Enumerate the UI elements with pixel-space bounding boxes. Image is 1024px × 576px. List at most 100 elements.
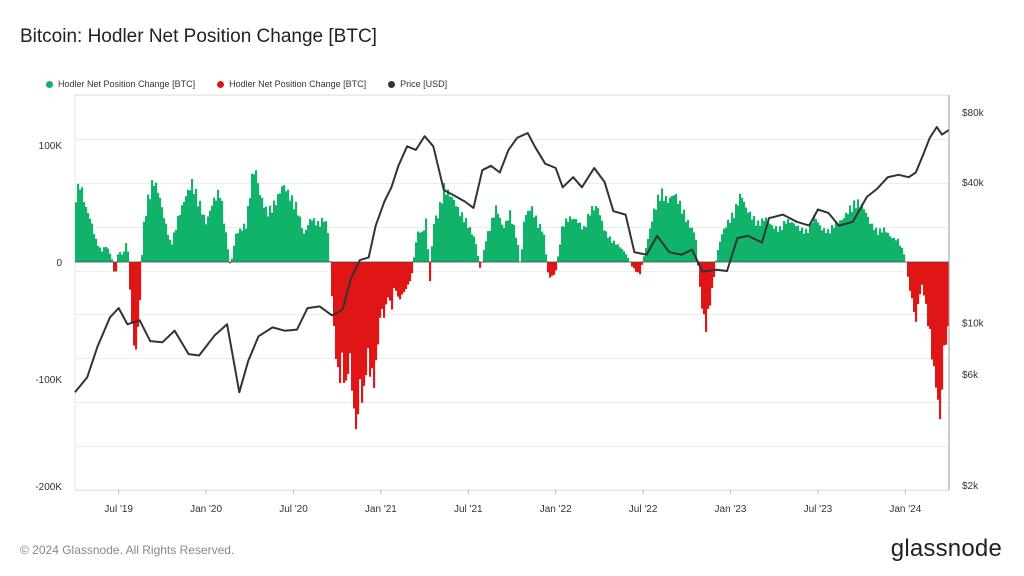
net-position-bar <box>799 230 802 262</box>
net-position-bar <box>451 197 454 262</box>
x-axis-tick-label: Jul '23 <box>804 504 833 515</box>
net-position-bar <box>163 218 166 262</box>
net-position-bar <box>711 262 714 289</box>
net-position-bar <box>707 262 710 309</box>
net-position-bar <box>825 233 828 262</box>
net-position-bar <box>593 210 596 262</box>
net-position-bar <box>657 194 660 262</box>
net-position-bar <box>311 220 314 262</box>
net-position-bar <box>125 243 128 262</box>
net-position-bar <box>209 210 212 262</box>
net-position-bar <box>539 223 542 262</box>
net-position-bar <box>617 244 620 262</box>
net-position-bar <box>939 262 942 420</box>
net-position-bar <box>839 220 842 262</box>
net-position-bar <box>857 199 860 262</box>
net-position-bar <box>101 251 104 262</box>
net-position-bar <box>263 207 266 262</box>
legend-item-negative[interactable]: Hodler Net Position Change [BTC] <box>217 79 366 89</box>
net-position-bar <box>175 229 178 262</box>
legend-item-positive[interactable]: Hodler Net Position Change [BTC] <box>46 79 195 89</box>
net-position-bar <box>823 228 826 262</box>
net-position-bar <box>385 262 388 305</box>
net-position-bar <box>325 221 328 262</box>
net-position-bar <box>625 254 628 262</box>
net-position-bar <box>687 219 690 262</box>
net-position-bar <box>355 262 358 430</box>
net-position-bar <box>283 185 286 262</box>
net-position-bar <box>267 216 270 262</box>
net-position-bar <box>337 262 340 368</box>
net-position-bar <box>731 212 734 262</box>
net-position-bar <box>569 216 572 262</box>
net-position-bar <box>573 218 576 262</box>
net-position-bar <box>865 212 868 262</box>
net-position-bar <box>925 262 928 304</box>
net-position-bar <box>911 262 914 299</box>
net-position-bar <box>615 244 618 262</box>
right-axis-tick-label: $2k <box>962 481 979 492</box>
net-position-bar <box>281 186 284 262</box>
plot-frame <box>74 94 950 491</box>
net-position-bar <box>641 262 644 265</box>
net-position-bar <box>867 217 870 262</box>
net-position-bar <box>661 188 664 262</box>
left-axis-tick-label: -200K <box>35 482 62 493</box>
net-position-bar <box>111 259 114 262</box>
net-position-bar <box>903 254 906 262</box>
net-position-bar <box>433 224 436 262</box>
net-position-bar <box>233 245 236 262</box>
net-position-bar <box>523 221 526 262</box>
net-position-bar <box>899 245 902 262</box>
net-position-bar <box>943 262 946 346</box>
net-position-bar <box>529 210 532 262</box>
net-position-bar <box>491 217 494 262</box>
net-position-bar <box>693 232 696 262</box>
net-position-bar <box>779 226 782 262</box>
net-position-bar <box>115 262 118 272</box>
legend-item-price[interactable]: Price [USD] <box>388 79 447 89</box>
net-position-bar <box>407 262 410 285</box>
net-position-bar <box>247 205 250 262</box>
net-position-bar <box>785 223 788 262</box>
net-position-bar <box>387 262 390 298</box>
net-position-bar <box>251 173 254 262</box>
net-position-bar <box>151 180 154 262</box>
net-position-bar <box>551 262 554 276</box>
net-position-bar <box>557 256 560 262</box>
net-position-bar <box>295 201 298 262</box>
net-position-bar <box>521 249 524 262</box>
net-position-bar <box>177 216 180 262</box>
net-position-bar <box>231 258 234 262</box>
net-position-bar <box>347 262 350 374</box>
net-position-bar <box>393 262 396 288</box>
net-position-bar <box>613 240 616 262</box>
right-axis-tick-label: $6k <box>962 370 979 381</box>
net-position-bar <box>505 220 508 262</box>
net-position-bar <box>95 238 98 262</box>
net-position-bar <box>277 194 280 262</box>
net-position-bar <box>747 212 750 262</box>
x-axis-tick-label: Jul '21 <box>454 504 483 515</box>
net-position-bar <box>109 253 112 262</box>
net-position-bar <box>653 208 656 262</box>
net-position-bar <box>245 228 248 262</box>
net-position-bar <box>705 262 708 332</box>
net-position-bar <box>589 215 592 262</box>
net-position-bar <box>821 230 824 262</box>
net-position-bar <box>537 227 540 262</box>
net-position-bar <box>425 218 428 262</box>
net-position-bar <box>439 202 442 262</box>
net-position-bar <box>169 239 172 262</box>
net-position-bar <box>215 200 218 262</box>
net-position-bar <box>381 262 384 309</box>
net-position-bar <box>469 227 472 262</box>
net-position-bar <box>877 234 880 262</box>
net-position-bar <box>743 201 746 262</box>
net-position-bar <box>699 262 702 287</box>
net-position-bar <box>463 222 466 262</box>
net-position-bar <box>603 230 606 262</box>
net-position-bar <box>559 244 562 262</box>
net-position-bar <box>575 219 578 262</box>
net-position-bar <box>565 218 568 262</box>
